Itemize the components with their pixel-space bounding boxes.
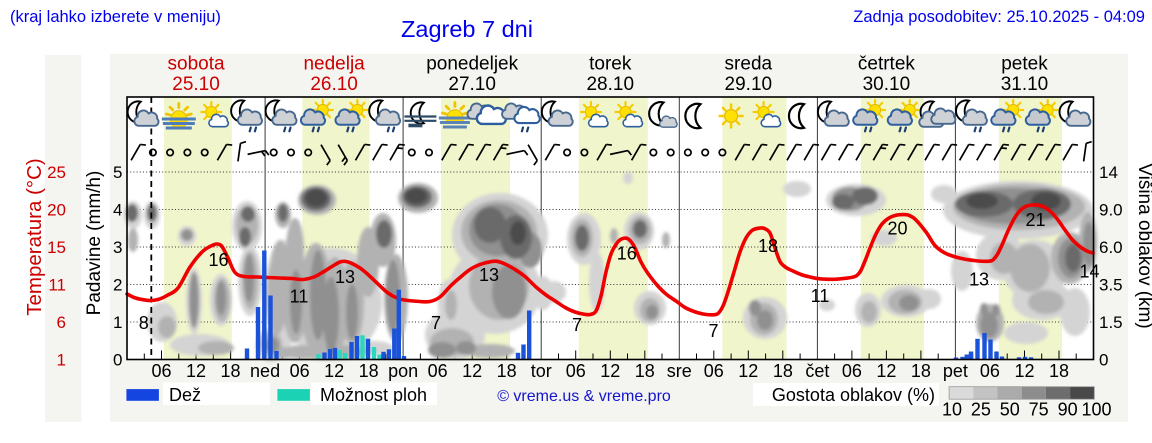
svg-text:50: 50	[1000, 400, 1020, 420]
svg-text:11: 11	[290, 287, 309, 307]
svg-text:ned: ned	[250, 361, 280, 381]
svg-text:pon: pon	[388, 361, 418, 381]
svg-text:petek: petek	[1001, 54, 1048, 75]
svg-text:0: 0	[1099, 351, 1108, 370]
svg-text:12: 12	[738, 361, 758, 381]
svg-text:10: 10	[942, 400, 962, 420]
svg-text:čet: čet	[805, 361, 829, 381]
svg-text:16: 16	[617, 244, 637, 264]
svg-text:18: 18	[497, 361, 517, 381]
svg-text:7: 7	[572, 315, 582, 335]
svg-text:18: 18	[773, 361, 793, 381]
svg-text:(kraj lahko izberete v meniju): (kraj lahko izberete v meniju)	[10, 8, 221, 26]
svg-text:Padavine (mm/h): Padavine (mm/h)	[84, 171, 105, 316]
svg-text:0: 0	[113, 351, 122, 370]
svg-text:Temperatura (°C): Temperatura (°C)	[23, 158, 46, 315]
svg-text:30.10: 30.10	[863, 74, 911, 95]
svg-text:18: 18	[359, 361, 379, 381]
svg-text:Gostota oblakov (%): Gostota oblakov (%)	[772, 385, 935, 405]
svg-text:25.10: 25.10	[172, 74, 220, 95]
svg-text:torek: torek	[589, 54, 632, 75]
svg-text:90: 90	[1058, 400, 1078, 420]
svg-text:Dež: Dež	[169, 385, 201, 405]
svg-text:1.5: 1.5	[1099, 313, 1123, 332]
svg-text:31.10: 31.10	[1001, 74, 1049, 95]
svg-text:Možnost ploh: Možnost ploh	[320, 385, 427, 405]
svg-text:12: 12	[462, 361, 482, 381]
svg-text:13: 13	[335, 267, 355, 287]
svg-text:sre: sre	[667, 361, 692, 381]
svg-text:12: 12	[600, 361, 620, 381]
svg-text:sreda: sreda	[725, 54, 773, 75]
svg-text:1: 1	[57, 351, 66, 370]
svg-text:06: 06	[428, 361, 448, 381]
svg-text:6: 6	[57, 313, 66, 332]
svg-text:5: 5	[113, 163, 122, 182]
svg-text:11: 11	[811, 286, 830, 306]
svg-text:Zagreb 7 dni: Zagreb 7 dni	[401, 16, 533, 42]
svg-text:18: 18	[758, 236, 778, 256]
svg-text:2: 2	[113, 276, 122, 295]
svg-text:12: 12	[876, 361, 896, 381]
svg-text:3: 3	[113, 238, 122, 257]
svg-text:20: 20	[887, 219, 907, 239]
svg-text:13: 13	[479, 265, 499, 285]
svg-text:18: 18	[635, 361, 655, 381]
svg-text:27.10: 27.10	[448, 74, 496, 95]
svg-text:12: 12	[186, 361, 206, 381]
svg-text:7: 7	[431, 313, 441, 333]
svg-text:ponedeljek: ponedeljek	[426, 54, 518, 75]
svg-text:100: 100	[1081, 400, 1111, 420]
svg-text:28.10: 28.10	[586, 74, 634, 95]
svg-text:četrtek: četrtek	[858, 54, 916, 75]
svg-text:06: 06	[290, 361, 310, 381]
svg-text:4: 4	[113, 201, 122, 220]
svg-text:11: 11	[48, 276, 66, 295]
svg-text:nedelja: nedelja	[303, 54, 365, 75]
svg-text:06: 06	[704, 361, 724, 381]
svg-text:14: 14	[1099, 163, 1118, 182]
svg-text:12: 12	[324, 361, 344, 381]
svg-text:7: 7	[708, 321, 718, 341]
svg-text:1: 1	[113, 313, 122, 332]
svg-text:75: 75	[1029, 400, 1049, 420]
svg-text:tor: tor	[531, 361, 552, 381]
svg-text:Zadnja posodobitev: 25.10.2025: Zadnja posodobitev: 25.10.2025 - 04:09	[853, 8, 1145, 26]
svg-text:29.10: 29.10	[725, 74, 773, 95]
svg-text:06: 06	[980, 361, 1000, 381]
svg-text:8: 8	[139, 313, 149, 333]
svg-text:6.0: 6.0	[1099, 238, 1123, 257]
svg-text:16: 16	[208, 250, 228, 270]
svg-text:Višina oblakov (km): Višina oblakov (km)	[1134, 163, 1152, 328]
svg-text:06: 06	[842, 361, 862, 381]
svg-text:12: 12	[1014, 361, 1034, 381]
svg-text:pet: pet	[943, 361, 968, 381]
svg-text:21: 21	[1025, 210, 1045, 230]
svg-text:26.10: 26.10	[310, 74, 358, 95]
svg-text:14: 14	[1079, 262, 1099, 282]
svg-text:© vreme.us & vreme.pro: © vreme.us & vreme.pro	[497, 388, 671, 405]
svg-text:15: 15	[47, 238, 66, 257]
svg-text:25: 25	[971, 400, 991, 420]
svg-text:sobota: sobota	[168, 54, 225, 75]
svg-text:18: 18	[1049, 361, 1069, 381]
svg-text:13: 13	[969, 270, 989, 290]
svg-text:06: 06	[566, 361, 586, 381]
svg-text:3.5: 3.5	[1099, 276, 1123, 295]
svg-text:20: 20	[47, 201, 66, 220]
svg-text:9.0: 9.0	[1099, 201, 1123, 220]
svg-text:06: 06	[152, 361, 172, 381]
svg-text:18: 18	[911, 361, 931, 381]
svg-text:25: 25	[47, 163, 66, 182]
svg-text:18: 18	[221, 361, 241, 381]
